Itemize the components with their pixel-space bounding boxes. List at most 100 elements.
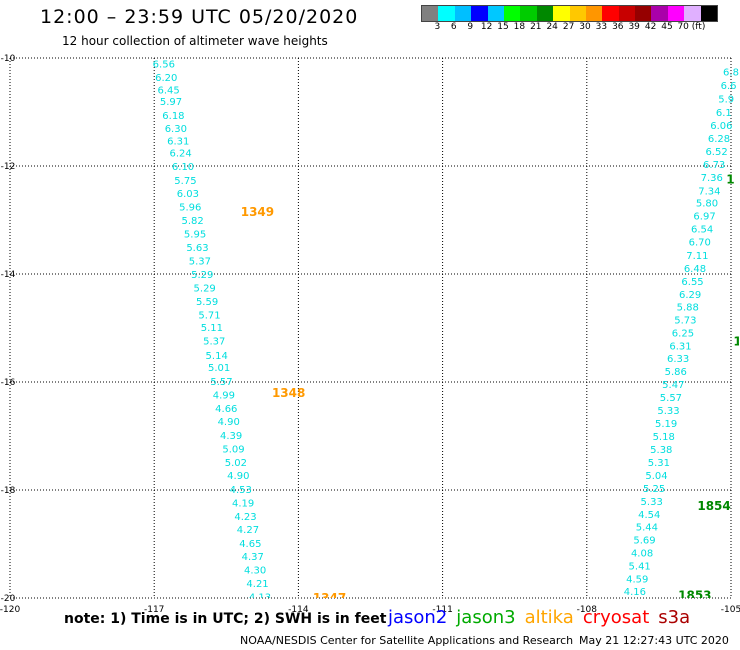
color-swatch [438, 6, 455, 21]
legend-entry-cryosat: cryosat [582, 607, 650, 628]
legend-entry-altika: altika [524, 607, 574, 628]
wave-height-label: 6.10 [172, 162, 194, 173]
wave-height-label: 5.82 [182, 216, 204, 227]
color-scale-label: 45 [661, 22, 673, 32]
wave-height-label: 5.25 [643, 484, 665, 495]
color-swatch [684, 6, 701, 21]
wave-height-label: 6.24 [170, 149, 192, 160]
wave-height-label: 5.37 [189, 257, 211, 268]
color-swatch [487, 6, 504, 21]
color-swatch [700, 6, 718, 21]
wave-height-label: 6.1 [716, 108, 732, 119]
pass-time-label: 1 [726, 173, 734, 187]
color-scale-label: 18 [513, 22, 526, 32]
wave-height-label: 4.37 [242, 552, 264, 563]
wave-height-label: 7.11 [686, 251, 708, 262]
wave-height-label: 6.18 [162, 111, 184, 122]
color-swatch [536, 6, 554, 21]
wave-height-label: 5.97 [160, 97, 182, 108]
y-tick-label: -16 [1, 378, 16, 388]
wave-height-label: 5.19 [655, 419, 677, 430]
wave-height-label: 5.9 [718, 95, 734, 106]
wave-height-label: 6.48 [684, 264, 706, 275]
x-tick-label: -120 [0, 605, 20, 615]
color-swatch [569, 6, 586, 21]
wave-height-label: 5.75 [174, 176, 196, 187]
wave-height-label: 5.96 [179, 203, 201, 214]
wave-height-label: 4.59 [626, 575, 648, 586]
wave-height-label: 6.55 [681, 277, 703, 288]
wave-height-label: 6.20 [155, 73, 177, 84]
wave-height-label: 5.73 [674, 315, 696, 326]
wave-height-label: 5.63 [186, 243, 208, 254]
wave-height-label: 6.52 [705, 147, 727, 158]
wave-height-label: 4.23 [234, 512, 256, 523]
footnote: note: 1) Time is in UTC; 2) SWH is in fe… [64, 611, 387, 627]
wave-height-label: 5.86 [665, 367, 687, 378]
color-scale-label: 30 [579, 22, 591, 32]
wave-height-label: 5.18 [653, 432, 675, 443]
wave-height-label: 4.90 [227, 471, 249, 482]
y-tick-label: -12 [1, 162, 16, 172]
wave-height-label: 6.6 [721, 81, 737, 92]
wave-height-label: 5.02 [225, 458, 247, 469]
pass-time-label: 1855 [733, 335, 740, 349]
pass-time-label: 1853 [678, 588, 711, 602]
wave-height-label: 6.31 [167, 137, 189, 148]
color-scale-label: 3 [434, 22, 441, 32]
wave-height-label: 6.30 [165, 124, 187, 135]
color-scale-label: 21 [530, 22, 542, 32]
color-scale-label: 36 [612, 22, 624, 32]
wave-height-label: 5.95 [184, 230, 206, 241]
wave-height-label: 5.33 [657, 406, 679, 417]
wave-height-label: 7.34 [698, 186, 720, 197]
color-swatch [503, 6, 521, 21]
wave-height-label: 4.19 [232, 498, 254, 509]
wave-height-label: 5.38 [650, 445, 672, 456]
wave-height-label: 5.04 [645, 471, 667, 482]
color-swatch [602, 6, 619, 21]
wave-height-label: 6.28 [708, 134, 730, 145]
color-scale-label: 33 [595, 22, 608, 32]
generated-timestamp: May 21 12:27:43 UTC 2020 [579, 634, 729, 647]
wave-height-label: 5.69 [633, 536, 655, 547]
color-swatch [553, 6, 570, 21]
satellite-legend: jason2 jason3 altika cryosat s3a [388, 607, 699, 628]
color-scale-label: 27 [562, 22, 575, 32]
pass-time-label: 1349 [241, 205, 274, 219]
wave-height-label: 5.37 [203, 336, 225, 347]
wave-height-label: 6.45 [157, 85, 179, 96]
legend-entry-s3a: s3a [658, 607, 691, 628]
wave-height-label: 6.54 [691, 225, 713, 236]
pass-time-label: 1348 [272, 386, 305, 400]
wave-height-label: 7.36 [701, 173, 723, 184]
wave-height-label: 6.8 [723, 68, 739, 79]
pass-time-label: 1854 [697, 499, 730, 513]
color-scale-label: 42 [644, 22, 657, 32]
x-tick-label: -111 [432, 605, 452, 615]
color-scale-label: 70 (ft) [677, 22, 706, 32]
color-swatch [454, 6, 472, 21]
wave-height-label: 5.14 [206, 351, 228, 362]
color-swatch [651, 6, 668, 21]
wave-height-label: 4.99 [213, 390, 235, 401]
wave-height-label: 6.06 [710, 121, 732, 132]
wave-height-label: 5.29 [191, 270, 213, 281]
color-swatch [635, 6, 652, 21]
y-tick-label: -18 [1, 486, 16, 496]
color-swatch [585, 6, 603, 21]
y-tick-label: -14 [1, 270, 16, 280]
wave-height-label: 4.53 [230, 485, 252, 496]
color-scale-label: 24 [546, 22, 558, 32]
x-tick-label: -108 [577, 605, 598, 615]
data-points: 6.566.206.455.976.186.306.316.246.105.75… [153, 59, 740, 602]
y-tick-label: -20 [1, 594, 16, 604]
color-swatch [667, 6, 685, 21]
x-tick-label: -105 [721, 605, 740, 615]
color-scale-label: 9 [467, 22, 474, 32]
color-scale-label: 15 [497, 22, 509, 32]
wave-height-label: 6.33 [667, 354, 689, 365]
wave-height-label: 5.47 [662, 380, 684, 391]
wave-height-label: 5.57 [210, 377, 232, 388]
